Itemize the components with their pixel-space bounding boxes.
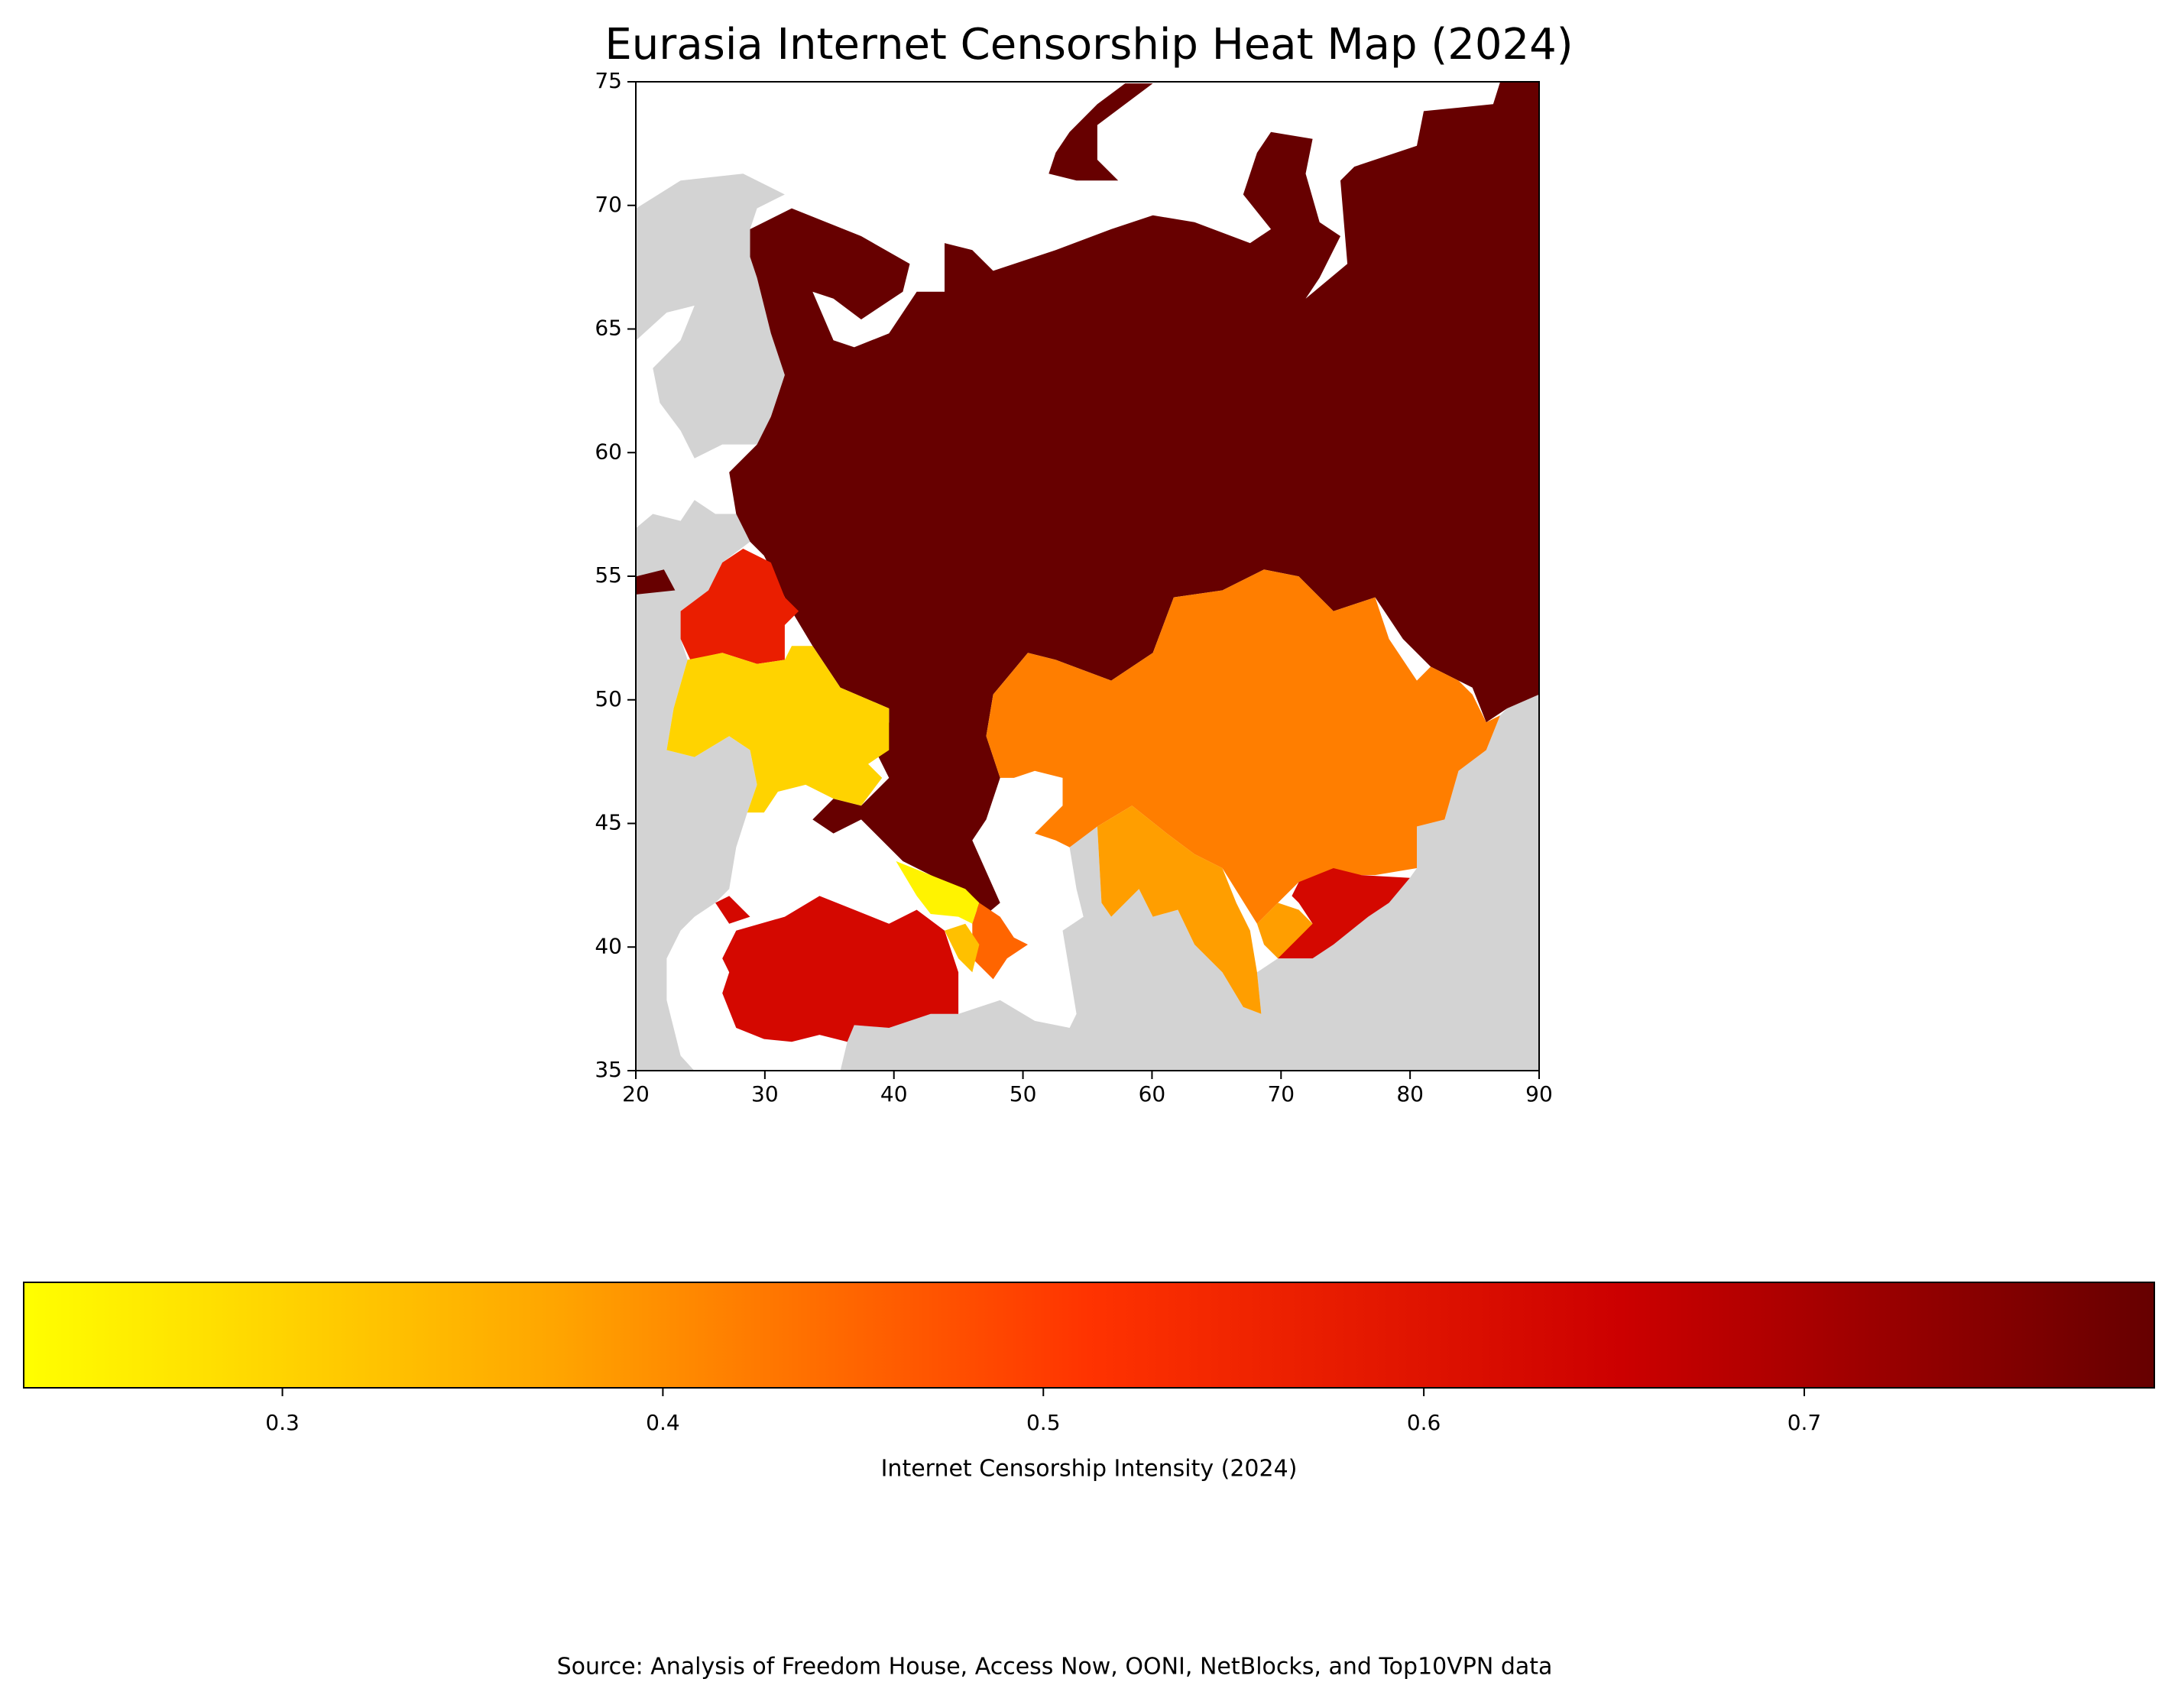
x-tick-label: 20 [622,1081,650,1107]
region [986,569,1500,924]
source-note: Source: Analysis of Freedom House, Acces… [557,1654,1553,1680]
colorbar [23,1282,2155,1389]
y-tick-label: 50 [595,686,622,711]
region [1048,83,1153,181]
chart-title: Eurasia Internet Censorship Heat Map (20… [604,20,1573,70]
x-tick-label: 50 [1010,1081,1037,1107]
region [666,646,890,813]
colorbar-tick-label: 0.3 [265,1410,300,1435]
y-tick-label: 70 [595,192,622,217]
colorbar-tick-label: 0.6 [1407,1410,1441,1435]
y-tick-label: 75 [595,68,622,93]
region [896,860,980,924]
y-tick-label: 60 [595,439,622,464]
colorbar-tick-label: 0.7 [1787,1410,1822,1435]
region [729,82,1539,917]
x-tick-label: 60 [1139,1081,1166,1107]
y-tick-label: 35 [595,1057,622,1082]
region [680,549,799,664]
region [945,923,980,973]
no-data-land [636,500,757,1071]
colorbar-label: Internet Censorship Intensity (2024) [881,1456,1298,1483]
region [1097,805,1262,1014]
no-data-land [840,694,1539,1071]
region [715,896,750,924]
region [972,903,1028,980]
region [1256,903,1313,959]
x-tick-label: 30 [751,1081,779,1107]
x-tick-label: 90 [1525,1081,1553,1107]
y-tick-label: 45 [595,810,622,835]
x-tick-label: 70 [1267,1081,1295,1107]
region [1278,868,1410,959]
x-tick-label: 40 [880,1081,908,1107]
colorbar-tick-label: 0.5 [1026,1410,1061,1435]
region [636,569,676,595]
no-data-land [636,173,785,459]
map [636,82,1539,1071]
y-tick-label: 65 [595,316,622,341]
colorbar-tick-label: 0.4 [646,1410,680,1435]
x-tick-label: 80 [1396,1081,1424,1107]
y-tick-label: 40 [595,933,622,958]
y-tick-label: 55 [595,562,622,588]
region [722,896,959,1042]
